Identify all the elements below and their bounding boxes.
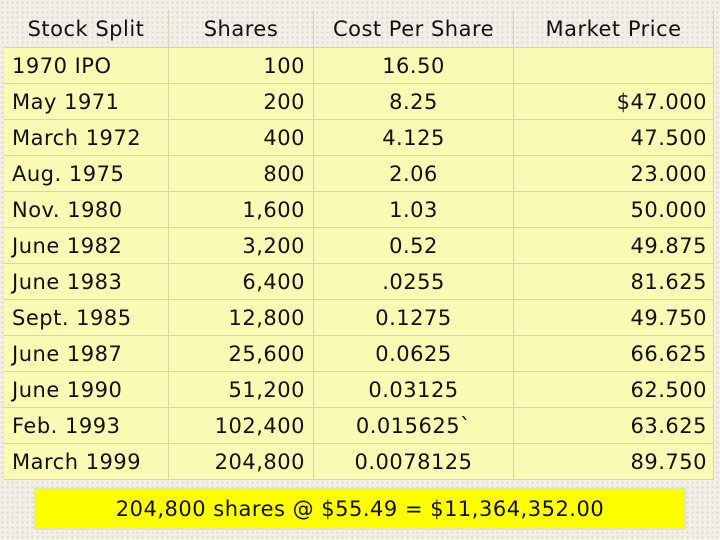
row-6-market: 49.875 [514, 228, 714, 264]
row-4-shares: 800 [169, 156, 314, 192]
row-9-cost: 0.0625 [314, 336, 514, 372]
row-8-market: 49.750 [514, 300, 714, 336]
row-4-cost: 2.06 [314, 156, 514, 192]
row-5-date: Nov. 1980 [4, 192, 169, 228]
row-10-date: June 1990 [4, 372, 169, 408]
row-11-cost: 0.015625` [314, 408, 514, 444]
row-2-market: $47.000 [514, 84, 714, 120]
row-9-market: 66.625 [514, 336, 714, 372]
stock-split-table: Stock Split Shares Cost Per Share Market… [4, 10, 714, 480]
row-6-cost: 0.52 [314, 228, 514, 264]
row-7-shares: 6,400 [169, 264, 314, 300]
row-8-shares: 12,800 [169, 300, 314, 336]
row-2-shares: 200 [169, 84, 314, 120]
row-9-shares: 25,600 [169, 336, 314, 372]
row-3-shares: 400 [169, 120, 314, 156]
row-1-shares: 100 [169, 48, 314, 84]
row-6-date: June 1982 [4, 228, 169, 264]
row-9-date: June 1987 [4, 336, 169, 372]
row-10-shares: 51,200 [169, 372, 314, 408]
row-11-date: Feb. 1993 [4, 408, 169, 444]
row-8-cost: 0.1275 [314, 300, 514, 336]
row-12-cost: 0.0078125 [314, 444, 514, 480]
header-shares: Shares [169, 10, 314, 48]
row-12-market: 89.750 [514, 444, 714, 480]
row-6-shares: 3,200 [169, 228, 314, 264]
row-1-date: 1970 IPO [4, 48, 169, 84]
row-3-date: March 1972 [4, 120, 169, 156]
row-1-market [514, 48, 714, 84]
row-11-shares: 102,400 [169, 408, 314, 444]
row-5-market: 50.000 [514, 192, 714, 228]
header-cost-per-share: Cost Per Share [314, 10, 514, 48]
summary-banner: 204,800 shares @ $55.49 = $11,364,352.00 [36, 490, 684, 528]
row-5-cost: 1.03 [314, 192, 514, 228]
row-8-date: Sept. 1985 [4, 300, 169, 336]
row-3-market: 47.500 [514, 120, 714, 156]
row-4-date: Aug. 1975 [4, 156, 169, 192]
row-7-date: June 1983 [4, 264, 169, 300]
row-2-cost: 8.25 [314, 84, 514, 120]
row-2-date: May 1971 [4, 84, 169, 120]
row-5-shares: 1,600 [169, 192, 314, 228]
row-7-market: 81.625 [514, 264, 714, 300]
row-7-cost: .0255 [314, 264, 514, 300]
row-12-date: March 1999 [4, 444, 169, 480]
row-1-cost: 16.50 [314, 48, 514, 84]
row-10-market: 62.500 [514, 372, 714, 408]
row-11-market: 63.625 [514, 408, 714, 444]
row-12-shares: 204,800 [169, 444, 314, 480]
row-3-cost: 4.125 [314, 120, 514, 156]
row-10-cost: 0.03125 [314, 372, 514, 408]
header-stock-split: Stock Split [4, 10, 169, 48]
header-market-price: Market Price [514, 10, 714, 48]
row-4-market: 23.000 [514, 156, 714, 192]
